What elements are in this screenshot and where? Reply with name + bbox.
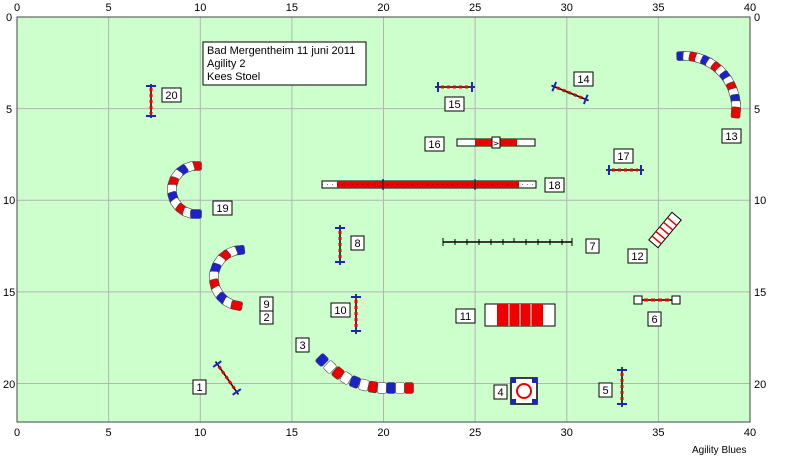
tunnel-icon [676,51,741,119]
obstacle-number-12: 12 [631,251,643,263]
x-tick-label: 30 [561,2,573,14]
hurdle-icon [351,294,361,334]
obstacle-number-14: 14 [577,74,589,86]
tunnel-icon [167,161,202,219]
tunnel-segment [323,360,337,374]
weave-poles-icon [442,238,573,246]
tunnel-segment [386,382,396,394]
y-tick-label: 10 [754,195,766,207]
hurdle-icon [335,225,345,265]
tunnel-segment [376,382,388,394]
obstacle-number-1: 1 [196,382,202,394]
y-tick-label: 20 [754,379,766,391]
tunnel-segment [404,382,414,394]
tunnel-segment [367,380,379,394]
tire-icon [648,211,682,249]
obstacle-number-6: 6 [651,314,657,326]
obstacle-number-15: 15 [448,99,460,111]
obstacle-number-13: 13 [725,131,737,143]
info-class: Agility 2 [207,58,246,70]
dogwalk-icon [321,179,537,190]
x-tick-label: 25 [469,427,481,439]
hurdle-icon [551,81,589,105]
x-ticks-top: 0 5 10 15 20 25 30 35 40 [14,2,756,14]
x-tick-label: 20 [377,2,389,14]
x-tick-label: 15 [286,427,298,439]
long-jump-icon: > [456,136,536,149]
credit-label: Agility Blues [692,445,746,456]
obstacle-number-16: 16 [428,139,440,151]
y-ticks-right: 0 5 10 15 20 [754,12,766,391]
x-tick-label: 40 [744,2,756,14]
tunnel-segment [349,375,361,389]
x-tick-label: 0 [14,427,20,439]
course-info-box: Bad Mergentheim 11 juni 2011 Agility 2 K… [202,41,367,86]
hurdle-icon [606,165,644,175]
x-tick-label: 0 [14,2,20,14]
x-tick-label: 40 [744,427,756,439]
tunnel-segment [190,209,202,219]
obstacle-number-2: 2 [263,312,269,324]
obstacle-number-9: 9 [263,299,269,311]
table-icon [510,377,538,405]
x-tick-label: 5 [106,427,112,439]
tunnel-segment [339,371,353,385]
hurdle-icon [146,84,156,118]
tunnel-segment [331,366,345,380]
y-tick-label: 5 [754,104,760,116]
obstacle-number-18: 18 [548,180,560,192]
hurdle-icon [435,82,475,92]
x-ticks-bottom: 0 5 10 15 20 25 30 35 40 [14,427,756,439]
x-tick-label: 15 [286,2,298,14]
seesaw-icon [484,303,556,327]
tunnel-segment [395,382,405,394]
y-tick-label: 0 [754,12,760,24]
x-tick-label: 35 [652,2,664,14]
info-judge: Kees Stoel [207,71,260,83]
obstacle-number-17: 17 [617,151,629,163]
svg-text:>: > [493,139,500,148]
y-tick-label: 0 [6,12,12,24]
obstacle-number-20: 20 [165,90,177,102]
hurdle-icon [633,295,681,305]
obstacle-number-4: 4 [497,387,503,399]
obstacle-number-19: 19 [216,203,228,215]
obstacle-number-7: 7 [589,241,595,253]
y-tick-label: 10 [3,195,15,207]
field-border [16,16,751,423]
tunnel-icon [209,245,246,311]
tunnel-segment [315,353,329,367]
obstacle-number-8: 8 [354,238,360,250]
x-tick-label: 35 [652,427,664,439]
tunnel-segment [730,106,741,119]
y-ticks-left: 0 5 10 15 20 [3,12,15,391]
hurdle-icon [212,360,242,396]
x-tick-label: 5 [106,2,112,14]
y-tick-label: 5 [6,104,12,116]
x-tick-label: 25 [469,2,481,14]
x-tick-label: 20 [377,427,389,439]
obstacle-number-10: 10 [334,305,346,317]
tunnel-icon [315,353,414,394]
x-tick-label: 30 [561,427,573,439]
y-tick-label: 15 [3,287,15,299]
x-tick-label: 10 [194,427,206,439]
tunnel-segment [230,300,243,311]
hurdle-icon [617,367,627,407]
obstacle-labels: 1 2 3 4 5 6 7 8 9 10 11 12 13 14 15 16 1 [161,71,742,400]
y-tick-label: 20 [3,379,15,391]
obstacle-number-5: 5 [602,385,608,397]
obstacle-number-3: 3 [299,340,305,352]
obstacle-number-11: 11 [460,311,471,323]
x-tick-label: 10 [194,2,206,14]
info-event: Bad Mergentheim 11 juni 2011 [207,45,355,57]
y-tick-label: 15 [754,287,766,299]
